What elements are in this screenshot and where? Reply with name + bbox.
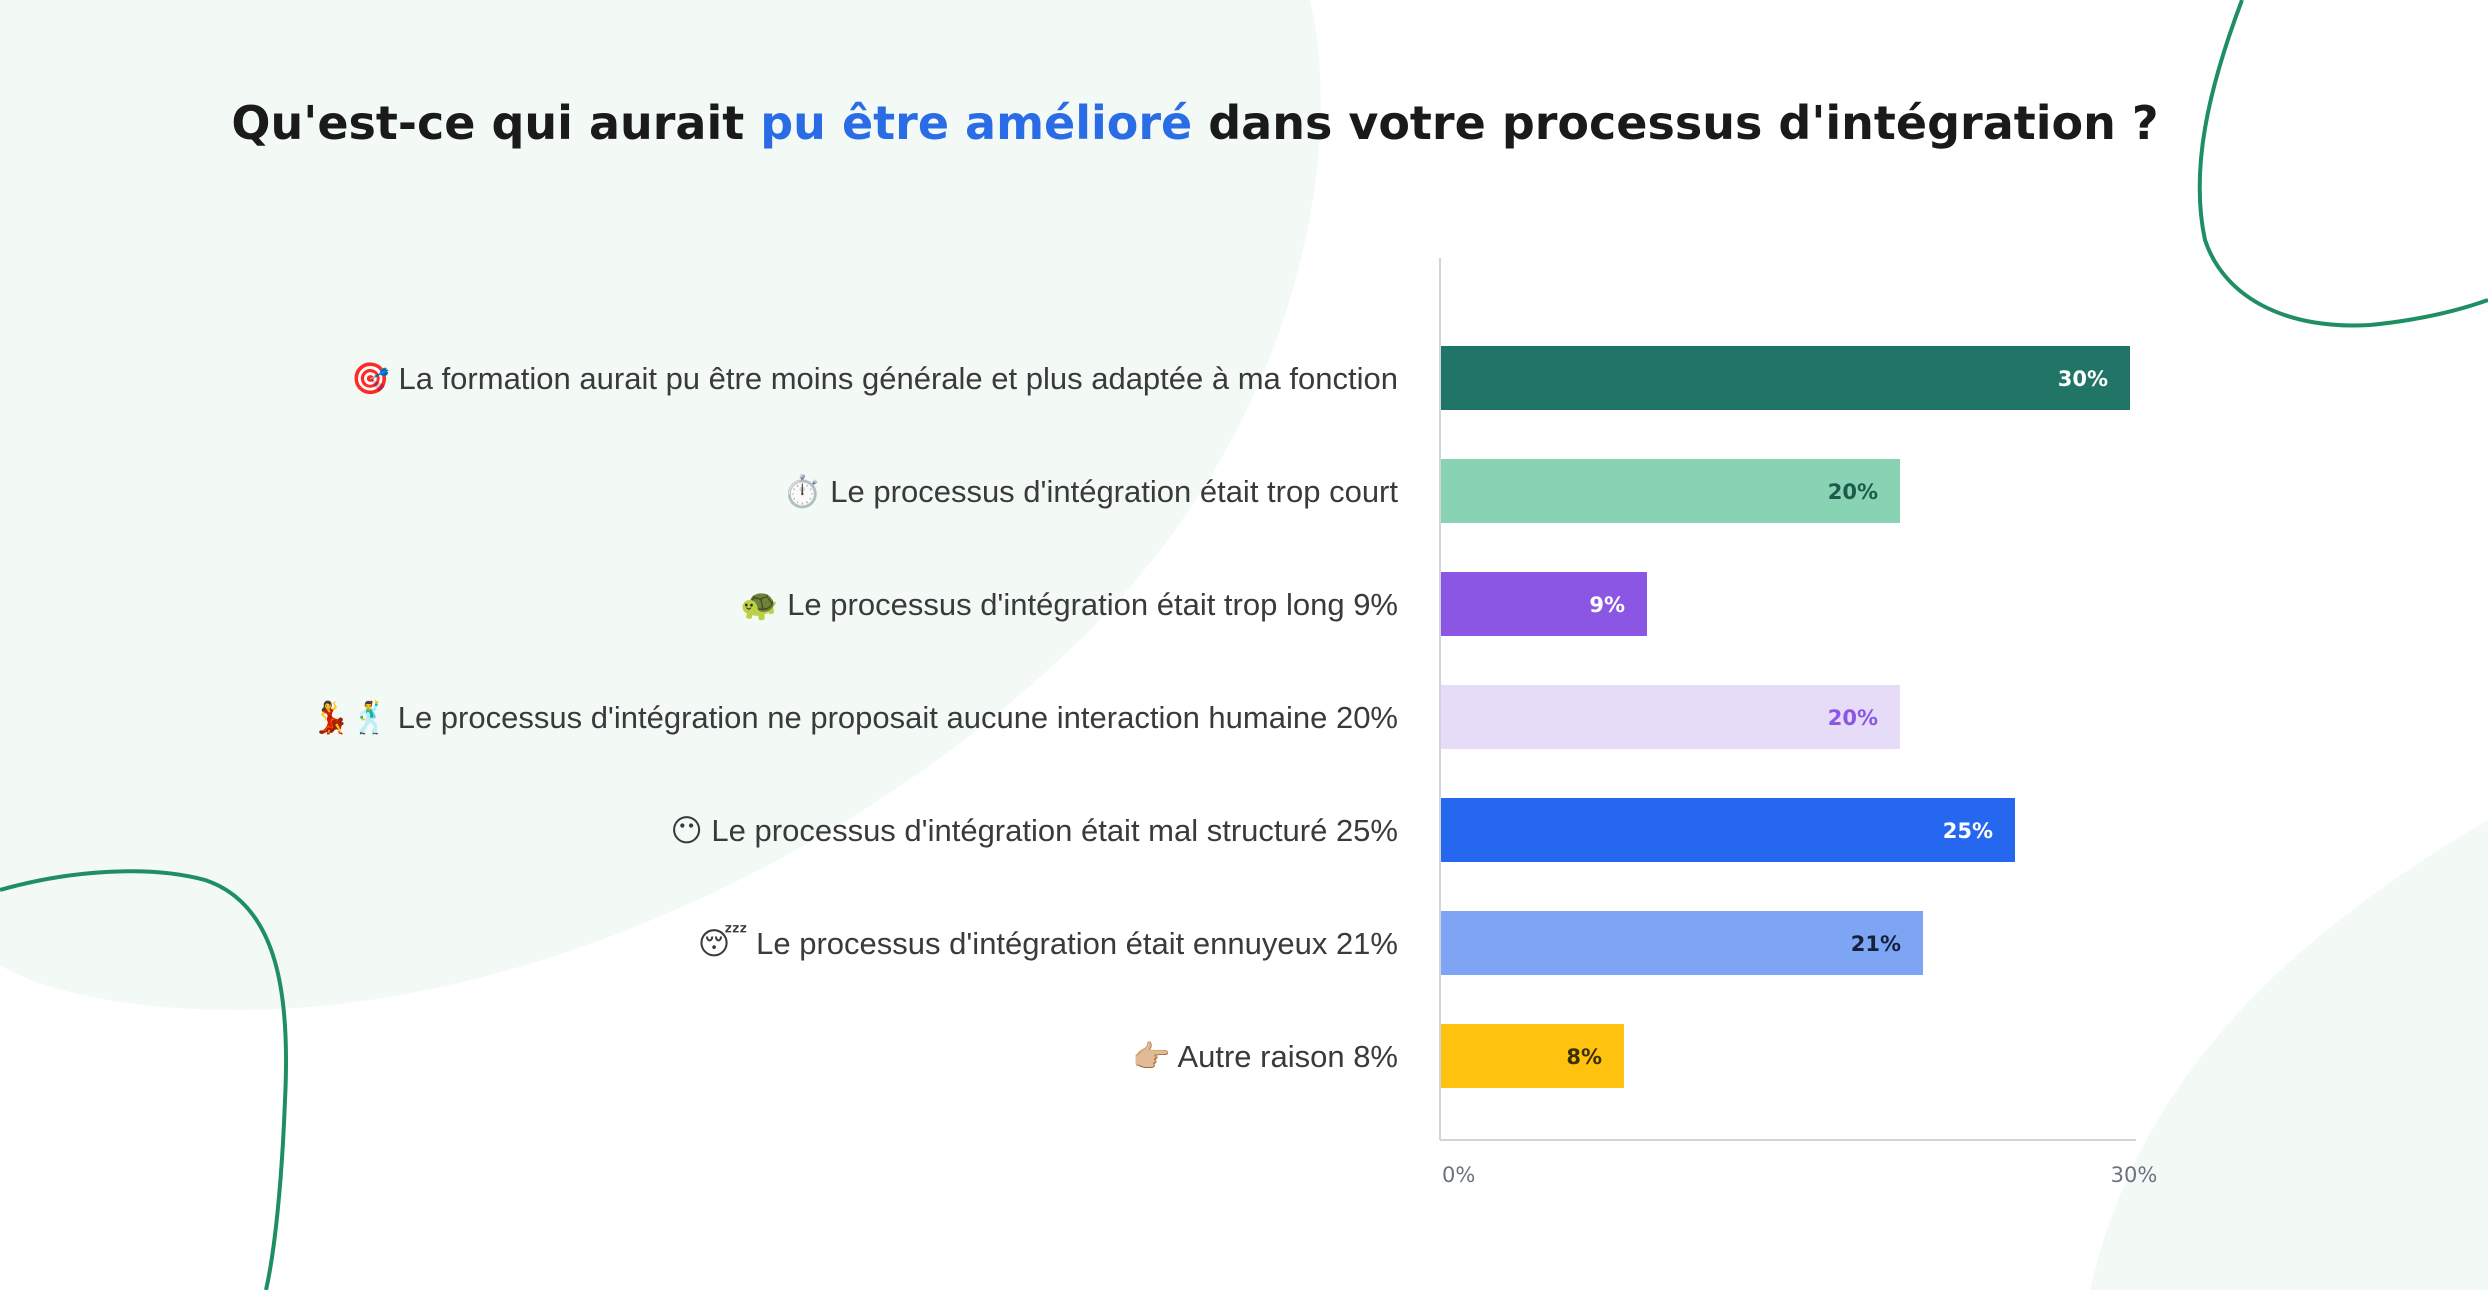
background-blob-left xyxy=(0,0,1321,1010)
bars-group: 30% 🎯 La formation aurait pu être moins g… xyxy=(312,346,2130,1088)
value-label-7: 8% xyxy=(1566,1045,1602,1069)
background-blob-right xyxy=(2090,820,2488,1290)
bar-6 xyxy=(1440,911,1923,975)
bar-3 xyxy=(1440,572,1647,636)
category-label-2: ⏱️ Le processus d'intégration était trop… xyxy=(783,473,1398,509)
category-label-5: 😶 Le processus d'intégration était mal s… xyxy=(671,813,1399,848)
value-label-3: 9% xyxy=(1589,593,1625,617)
axes-group: 0% 30% xyxy=(1439,258,2158,1187)
value-label-1: 30% xyxy=(2058,367,2108,391)
decor-curve-bottom-left xyxy=(0,869,289,1290)
bar-1 xyxy=(1440,346,2130,410)
decor-curve-top-right xyxy=(2197,0,2488,328)
x-tick-label-2: 30% xyxy=(2111,1163,2158,1187)
title-highlight: pu être amélioré xyxy=(760,96,1193,150)
value-label-4: 20% xyxy=(1828,706,1878,730)
category-label-6: 😴 Le processus d'intégration était ennuy… xyxy=(698,925,1398,961)
category-label-4: 💃🕺 Le processus d'intégration ne proposa… xyxy=(312,698,1398,736)
x-tick-label-1: 0% xyxy=(1442,1163,1475,1187)
bar-4 xyxy=(1440,685,1900,749)
category-label-1: 🎯 La formation aurait pu être moins géné… xyxy=(351,361,1398,396)
category-label-3: 🐢 Le processus d'intégration était trop … xyxy=(740,587,1398,622)
bar-2 xyxy=(1440,459,1900,523)
value-label-2: 20% xyxy=(1828,480,1878,504)
category-label-7: 👉🏼 Autre raison 8% xyxy=(1132,1039,1398,1074)
bar-5 xyxy=(1440,798,2015,862)
value-label-6: 21% xyxy=(1851,932,1901,956)
value-label-5: 25% xyxy=(1943,819,1993,843)
chart-title: Qu'est-ce qui aurait pu être amélioré da… xyxy=(0,96,2390,150)
bar-7 xyxy=(1440,1024,1624,1088)
title-part-2: dans votre processus d'intégration ? xyxy=(1192,96,2159,150)
title-part-1: Qu'est-ce qui aurait xyxy=(231,96,761,150)
